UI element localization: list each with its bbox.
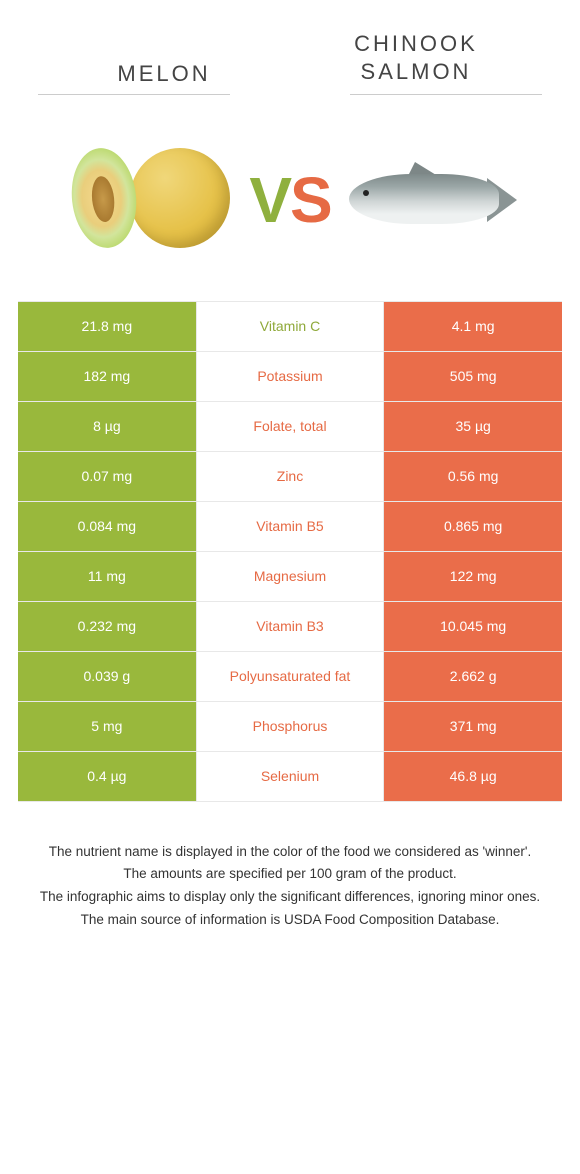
right-value-cell: 2.662 g (383, 652, 562, 701)
nutrient-name-cell: Vitamin C (197, 302, 384, 351)
right-value-cell: 122 mg (383, 552, 562, 601)
right-value-cell: 10.045 mg (383, 602, 562, 651)
footer-notes: The nutrient name is displayed in the co… (18, 842, 562, 932)
nutrient-name-cell: Selenium (197, 752, 384, 801)
right-value-cell: 371 mg (383, 702, 562, 751)
title-underline-row (18, 94, 562, 95)
nutrient-name-cell: Vitamin B5 (197, 502, 384, 551)
right-value-cell: 46.8 µg (383, 752, 562, 801)
table-row: 5 mgPhosphorus371 mg (18, 702, 562, 752)
right-title-underline (350, 94, 542, 95)
table-row: 0.084 mgVitamin B50.865 mg (18, 502, 562, 552)
table-row: 0.4 µgSelenium46.8 µg (18, 752, 562, 802)
right-value-cell: 4.1 mg (383, 302, 562, 351)
nutrient-name-cell: Folate, total (197, 402, 384, 451)
table-row: 11 mgMagnesium122 mg (18, 552, 562, 602)
left-value-cell: 182 mg (18, 352, 197, 401)
comparison-table: 21.8 mgVitamin C4.1 mg182 mgPotassium505… (18, 301, 562, 802)
table-row: 182 mgPotassium505 mg (18, 352, 562, 402)
table-row: 21.8 mgVitamin C4.1 mg (18, 302, 562, 352)
vs-s: S (290, 168, 331, 232)
left-value-cell: 0.084 mg (18, 502, 197, 551)
footer-line: The infographic aims to display only the… (28, 887, 552, 908)
table-row: 0.232 mgVitamin B310.045 mg (18, 602, 562, 652)
table-row: 8 µgFolate, total35 µg (18, 402, 562, 452)
right-value-cell: 0.56 mg (383, 452, 562, 501)
nutrient-name-cell: Zinc (197, 452, 384, 501)
left-value-cell: 5 mg (18, 702, 197, 751)
left-value-cell: 8 µg (18, 402, 197, 451)
titles-row: MELON CHINOOK SALMON (18, 30, 562, 88)
table-row: 0.039 gPolyunsaturated fat2.662 g (18, 652, 562, 702)
left-value-cell: 11 mg (18, 552, 197, 601)
right-value-cell: 505 mg (383, 352, 562, 401)
nutrient-name-cell: Polyunsaturated fat (197, 652, 384, 701)
right-value-cell: 35 µg (383, 402, 562, 451)
footer-line: The nutrient name is displayed in the co… (28, 842, 552, 863)
vs-v: V (249, 168, 290, 232)
hero-row: VS (18, 135, 562, 265)
left-value-cell: 0.039 g (18, 652, 197, 701)
footer-line: The main source of information is USDA F… (28, 910, 552, 931)
table-row: 0.07 mgZinc0.56 mg (18, 452, 562, 502)
vs-label: VS (249, 168, 330, 232)
left-title-underline (38, 94, 230, 95)
nutrient-name-cell: Vitamin B3 (197, 602, 384, 651)
footer-line: The amounts are specified per 100 gram o… (28, 864, 552, 885)
right-food-title: CHINOOK SALMON (290, 30, 542, 88)
nutrient-name-cell: Magnesium (197, 552, 384, 601)
melon-image (63, 135, 243, 265)
left-food-title: MELON (38, 60, 290, 88)
nutrient-name-cell: Potassium (197, 352, 384, 401)
salmon-image (337, 135, 517, 265)
nutrient-name-cell: Phosphorus (197, 702, 384, 751)
right-value-cell: 0.865 mg (383, 502, 562, 551)
left-value-cell: 0.232 mg (18, 602, 197, 651)
left-value-cell: 0.4 µg (18, 752, 197, 801)
left-value-cell: 21.8 mg (18, 302, 197, 351)
infographic-page: MELON CHINOOK SALMON VS 21.8 mgVitamin C… (0, 0, 580, 953)
left-value-cell: 0.07 mg (18, 452, 197, 501)
